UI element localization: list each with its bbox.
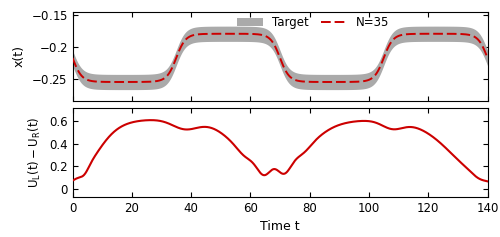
Y-axis label: $\mathregular{U_L(t)-U_R(t)}$: $\mathregular{U_L(t)-U_R(t)}$ [28, 117, 44, 188]
X-axis label: Time t: Time t [260, 220, 300, 233]
Y-axis label: x(t): x(t) [12, 45, 25, 67]
Legend: Target, N=35: Target, N=35 [232, 11, 394, 34]
